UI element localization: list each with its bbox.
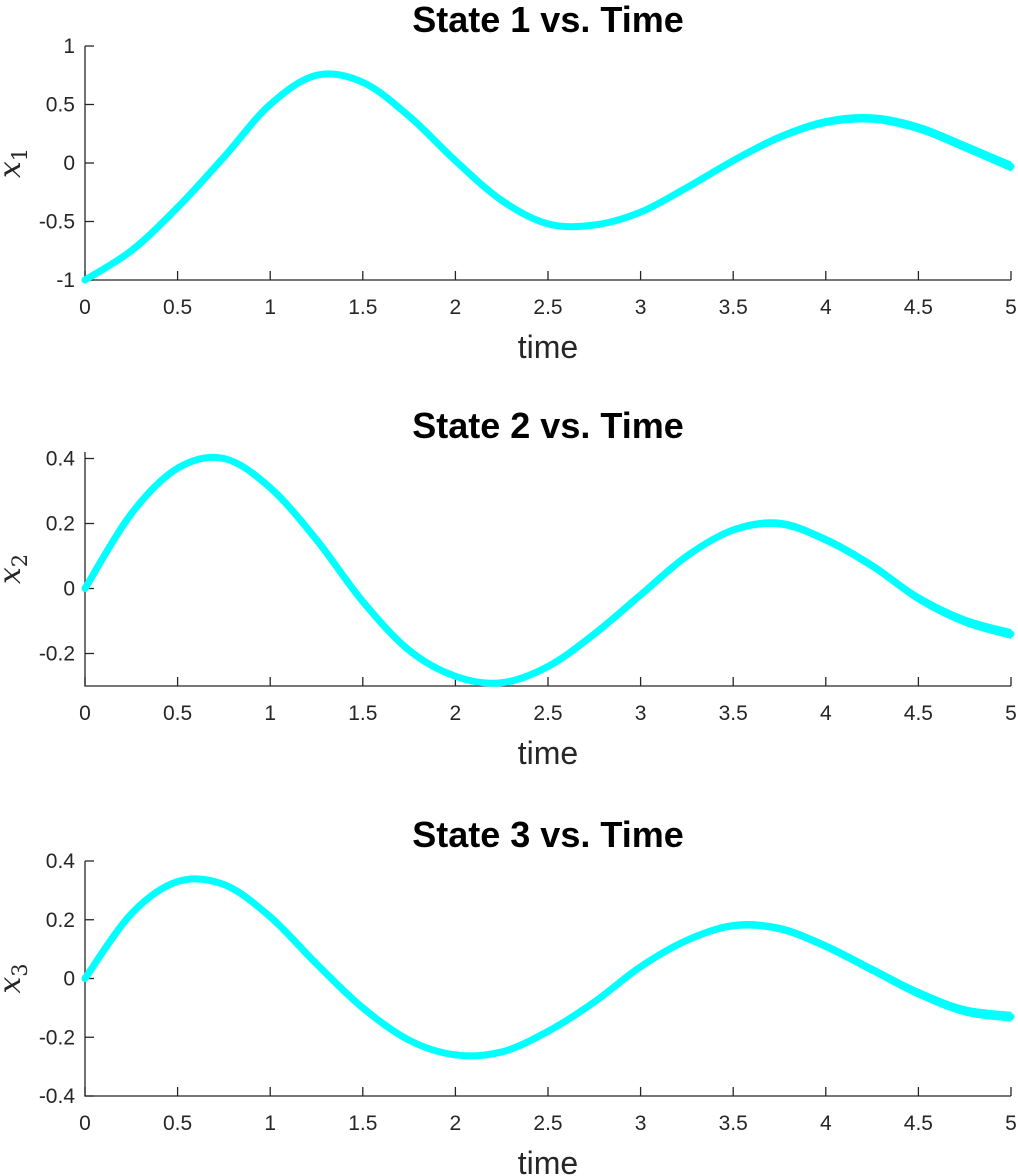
y-axis-label: x3 [0,963,32,993]
chart-title: State 1 vs. Time [412,0,683,40]
x-axis-label: time [518,735,578,771]
y-tick-label: 0.5 [46,94,75,117]
series-line-1-strand-2 [84,74,1012,281]
subplot-3: State 3 vs. Time 0 0.5 1 1.5 2 2.5 3 3.5 4 4.5 5 -0.… [0,814,1017,1176]
x-tick-label: 3 [635,1112,647,1135]
x-tick-label: 0 [79,1112,91,1135]
y-tick-label: 0 [63,968,75,991]
x-tick-label: 1.5 [348,296,377,319]
x-tick-label: 1 [264,1112,276,1135]
x-tick-label: 4.5 [904,296,933,319]
x-tick-label: 4.5 [904,1112,933,1135]
x-tick-label: 5 [1005,1112,1017,1135]
x-tick-label: 1.5 [348,1112,377,1135]
y-tick-label: 1 [63,35,75,58]
series-line-1-strand-1 [84,456,1012,683]
x-tick-label: 2 [450,296,462,319]
y-tick-label: -0.2 [39,643,75,666]
x-tick-label: 4 [820,1112,832,1135]
x-tick-label: 2.5 [533,702,562,725]
chart-title: State 2 vs. Time [412,405,683,446]
x-tick-label: 2.5 [533,296,562,319]
x-tick-label: 3.5 [719,702,748,725]
x-tick-label: 0.5 [163,296,192,319]
x-tick-label: 2 [450,702,462,725]
x-tick-label: 2 [450,1112,462,1135]
x-axis-label: time [518,1145,578,1176]
series-line-1-strand-2 [84,457,1012,686]
y-tick-label: 0 [63,578,75,601]
x-tick-label: 0.5 [163,1112,192,1135]
x-tick-label: 4.5 [904,702,933,725]
series-line-1-strand-2 [84,878,1012,1059]
chart-title: State 3 vs. Time [412,814,683,855]
series-line-1-strand-1 [84,72,1012,281]
subplot-1: State 1 vs. Time 0 0.5 1 1.5 2 2.5 3 3.5 4 4.5 5 -1 -… [0,0,1017,365]
y-tick-label: 0.2 [46,909,75,932]
y-tick-label: -0.4 [39,1085,76,1108]
series-line-1-strand-1 [84,877,1012,1055]
y-tick-label: -0.2 [39,1026,75,1049]
x-tick-label: 3.5 [719,1112,748,1135]
y-axis-label: x1 [0,148,32,178]
x-tick-label: 0.5 [163,702,192,725]
x-tick-label: 4 [820,296,832,319]
x-tick-label: 4 [820,702,832,725]
y-axis-label: x2 [0,554,32,584]
x-tick-label: 1 [264,702,276,725]
y-tick-label: -0.5 [39,211,75,234]
x-axis-label: time [518,329,578,365]
x-tick-label: 5 [1005,702,1017,725]
series-line-1 [81,453,1015,687]
y-tick-label: 0.4 [46,448,76,471]
x-tick-label: 5 [1005,296,1017,319]
series-line-1 [81,70,1015,284]
x-tick-label: 0 [79,296,91,319]
x-tick-label: 1 [264,296,276,319]
subplot-2: State 2 vs. Time 0 0.5 1 1.5 2 2.5 3 3.5 4 4.5 5 -0.… [0,405,1017,771]
axes [84,46,1011,281]
x-tick-label: 3 [635,702,647,725]
y-tick-label: 0.4 [46,850,76,873]
x-tick-label: 0 [79,702,91,725]
y-tick-label: 0.2 [46,513,75,536]
x-tick-label: 3.5 [719,296,748,319]
x-tick-label: 1.5 [348,702,377,725]
x-tick-label: 3 [635,296,647,319]
x-tick-label: 2.5 [533,1112,562,1135]
y-tick-label: 0 [63,152,75,175]
y-tick-label: -1 [56,269,75,292]
axes [84,861,1011,1097]
